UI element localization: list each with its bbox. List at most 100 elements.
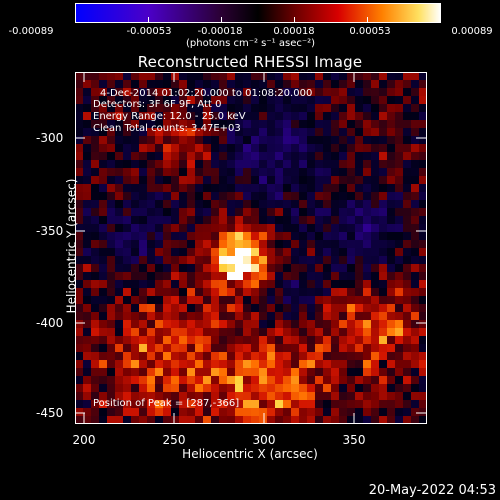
- image-pixel: [355, 288, 364, 297]
- image-pixel: [363, 232, 372, 241]
- image-pixel: [411, 352, 420, 361]
- image-pixel: [147, 264, 156, 273]
- image-pixel: [331, 312, 340, 321]
- image-pixel: [99, 368, 108, 377]
- image-pixel: [211, 240, 220, 249]
- image-pixel: [219, 144, 228, 153]
- image-pixel: [243, 408, 252, 417]
- image-pixel: [331, 352, 340, 361]
- image-pixel: [267, 288, 276, 297]
- image-pixel: [131, 296, 140, 305]
- image-pixel: [219, 312, 228, 321]
- image-pixel: [219, 200, 228, 209]
- image-pixel: [179, 344, 188, 353]
- image-pixel: [307, 384, 316, 393]
- image-pixel: [203, 88, 212, 97]
- image-pixel: [235, 160, 244, 169]
- image-pixel: [299, 352, 308, 361]
- image-pixel: [123, 352, 132, 361]
- image-pixel: [315, 336, 324, 345]
- image-pixel: [179, 416, 188, 424]
- image-pixel: [379, 192, 388, 201]
- image-pixel: [107, 112, 116, 121]
- image-pixel: [371, 184, 380, 193]
- image-pixel: [347, 136, 356, 145]
- image-pixel: [235, 400, 244, 409]
- image-pixel: [291, 96, 300, 105]
- image-pixel: [339, 120, 348, 129]
- image-pixel: [315, 368, 324, 377]
- image-pixel: [99, 360, 108, 369]
- image-pixel: [403, 232, 412, 241]
- image-pixel: [107, 248, 116, 257]
- image-pixel: [99, 288, 108, 297]
- image-pixel: [83, 280, 92, 289]
- image-pixel: [299, 368, 308, 377]
- image-pixel: [259, 296, 268, 305]
- image-pixel: [203, 72, 212, 81]
- image-pixel: [379, 360, 388, 369]
- image-pixel: [123, 160, 132, 169]
- image-pixel: [179, 104, 188, 113]
- image-pixel: [251, 184, 260, 193]
- image-pixel: [403, 200, 412, 209]
- image-pixel: [355, 400, 364, 409]
- image-pixel: [187, 248, 196, 257]
- image-pixel: [211, 112, 220, 121]
- image-pixel: [99, 224, 108, 233]
- image-pixel: [243, 384, 252, 393]
- image-pixel: [139, 384, 148, 393]
- image-pixel: [219, 112, 228, 121]
- image-pixel: [107, 152, 116, 161]
- image-pixel: [227, 160, 236, 169]
- image-pixel: [227, 152, 236, 161]
- image-pixel: [171, 328, 180, 337]
- image-pixel: [91, 280, 100, 289]
- image-pixel: [379, 408, 388, 417]
- image-pixel: [115, 232, 124, 241]
- image-pixel: [83, 360, 92, 369]
- image-pixel: [187, 344, 196, 353]
- image-pixel: [195, 160, 204, 169]
- image-pixel: [291, 256, 300, 265]
- image-pixel: [307, 192, 316, 201]
- image-pixel: [387, 200, 396, 209]
- image-pixel: [147, 248, 156, 257]
- image-pixel: [227, 144, 236, 153]
- image-pixel: [147, 304, 156, 313]
- image-pixel: [283, 200, 292, 209]
- image-pixel: [115, 264, 124, 273]
- image-pixel: [211, 280, 220, 289]
- image-pixel: [91, 216, 100, 225]
- image-pixel: [395, 256, 404, 265]
- image-pixel: [91, 360, 100, 369]
- image-pixel: [131, 88, 140, 97]
- image-pixel: [131, 72, 140, 81]
- image-pixel: [403, 192, 412, 201]
- image-pixel: [379, 256, 388, 265]
- image-pixel: [363, 152, 372, 161]
- image-pixel: [195, 352, 204, 361]
- image-pixel: [267, 72, 276, 81]
- image-pixel: [227, 232, 236, 241]
- image-pixel: [267, 344, 276, 353]
- image-pixel: [419, 296, 427, 305]
- image-pixel: [115, 280, 124, 289]
- image-pixel: [179, 224, 188, 233]
- image-pixel: [243, 368, 252, 377]
- image-pixel: [403, 400, 412, 409]
- image-pixel: [355, 320, 364, 329]
- image-pixel: [187, 232, 196, 241]
- image-pixel: [323, 200, 332, 209]
- image-pixel: [219, 104, 228, 113]
- image-pixel: [267, 136, 276, 145]
- image-pixel: [123, 72, 132, 81]
- image-pixel: [411, 72, 420, 81]
- image-pixel: [155, 296, 164, 305]
- image-pixel: [395, 416, 404, 424]
- image-pixel: [379, 120, 388, 129]
- image-pixel: [267, 312, 276, 321]
- image-pixel: [403, 80, 412, 89]
- image-pixel: [395, 408, 404, 417]
- image-pixel: [355, 240, 364, 249]
